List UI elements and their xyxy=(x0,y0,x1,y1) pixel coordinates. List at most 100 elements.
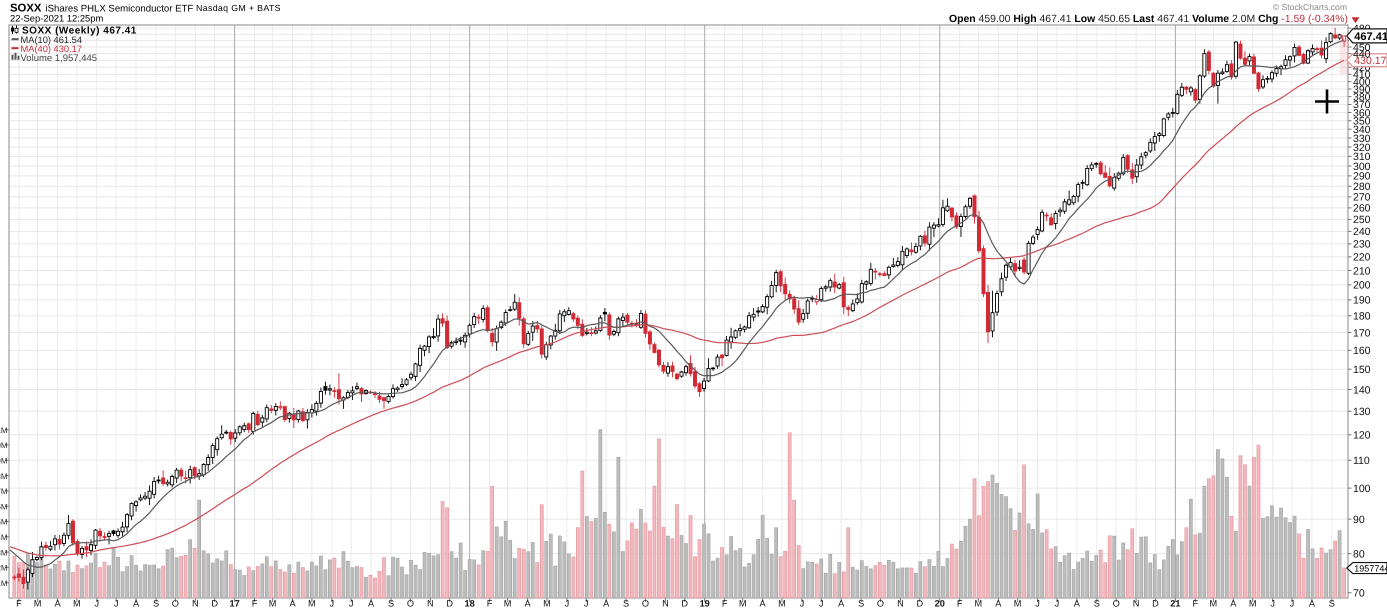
svg-text:A: A xyxy=(1309,599,1316,608)
svg-text:4M: 4M xyxy=(0,533,8,542)
svg-text:1957744: 1957744 xyxy=(1354,563,1387,573)
svg-text:250: 250 xyxy=(1353,214,1371,226)
svg-text:S: S xyxy=(388,599,394,608)
svg-text:3M: 3M xyxy=(0,548,8,557)
svg-text:200: 200 xyxy=(1353,280,1371,292)
svg-text:F: F xyxy=(252,599,258,608)
svg-text:F: F xyxy=(722,599,728,608)
svg-text:O: O xyxy=(407,599,414,608)
svg-text:D: D xyxy=(916,599,923,608)
svg-text:M: M xyxy=(34,599,42,608)
svg-text:280: 280 xyxy=(1353,181,1371,193)
svg-text:S: S xyxy=(153,599,159,608)
svg-text:J: J xyxy=(95,599,100,608)
svg-text:O: O xyxy=(877,599,884,608)
svg-text:D: D xyxy=(681,599,688,608)
svg-text:M: M xyxy=(778,599,786,608)
svg-text:390: 390 xyxy=(1353,84,1371,96)
svg-text:270: 270 xyxy=(1353,192,1371,204)
svg-text:410: 410 xyxy=(1353,69,1371,81)
svg-text:A: A xyxy=(760,599,767,608)
svg-text:A: A xyxy=(289,599,296,608)
svg-text:M: M xyxy=(1014,599,1022,608)
svg-text:M: M xyxy=(739,599,747,608)
svg-text:310: 310 xyxy=(1353,151,1371,163)
svg-text:1M: 1M xyxy=(0,579,8,588)
svg-text:140: 140 xyxy=(1353,384,1371,396)
svg-text:J: J xyxy=(349,599,354,608)
svg-text:A: A xyxy=(368,599,375,608)
svg-text:A: A xyxy=(995,599,1002,608)
svg-text:300: 300 xyxy=(1353,161,1371,173)
svg-text:400: 400 xyxy=(1353,76,1371,88)
svg-text:M: M xyxy=(1249,599,1257,608)
svg-text:18: 18 xyxy=(465,599,475,608)
svg-text:110: 110 xyxy=(1353,455,1370,467)
svg-text:190: 190 xyxy=(1353,295,1371,307)
svg-text:130: 130 xyxy=(1353,406,1371,418)
svg-text:9M: 9M xyxy=(0,457,8,466)
svg-text:350: 350 xyxy=(1353,116,1371,128)
svg-text:A: A xyxy=(838,599,845,608)
svg-text:N: N xyxy=(192,599,199,608)
svg-text:90: 90 xyxy=(1353,514,1365,526)
svg-text:J: J xyxy=(819,599,824,608)
svg-text:O: O xyxy=(172,599,179,608)
svg-text:S: S xyxy=(623,599,629,608)
svg-text:A: A xyxy=(525,599,532,608)
svg-text:J: J xyxy=(584,599,589,608)
svg-text:A: A xyxy=(1230,599,1237,608)
svg-text:F: F xyxy=(16,599,22,608)
svg-text:M: M xyxy=(308,599,316,608)
svg-text:6M: 6M xyxy=(0,502,8,511)
svg-text:J: J xyxy=(1290,599,1295,608)
svg-text:S: S xyxy=(1329,599,1335,608)
svg-text:D: D xyxy=(446,599,453,608)
svg-text:J: J xyxy=(1055,599,1060,608)
svg-text:360: 360 xyxy=(1353,107,1371,119)
svg-text:2M: 2M xyxy=(0,564,8,573)
svg-text:20: 20 xyxy=(935,599,945,608)
svg-text:430.17: 430.17 xyxy=(1354,55,1386,67)
svg-text:240: 240 xyxy=(1353,226,1371,238)
svg-text:80: 80 xyxy=(1353,548,1365,560)
svg-text:260: 260 xyxy=(1353,203,1371,215)
svg-text:M: M xyxy=(504,599,512,608)
svg-text:290: 290 xyxy=(1353,171,1371,183)
svg-text:19: 19 xyxy=(700,599,710,608)
svg-text:380: 380 xyxy=(1353,91,1371,103)
svg-text:22-Sep-2021 12:25pm: 22-Sep-2021 12:25pm xyxy=(10,13,103,24)
svg-text:© StockCharts.com: © StockCharts.com xyxy=(1273,2,1347,12)
svg-text:330: 330 xyxy=(1353,133,1371,145)
svg-text:O: O xyxy=(1113,599,1120,608)
svg-text:320: 320 xyxy=(1353,142,1371,154)
svg-text:N: N xyxy=(897,599,904,608)
svg-text:A: A xyxy=(133,599,140,608)
svg-text:MA(10) 461.54: MA(10) 461.54 xyxy=(21,35,83,45)
svg-text:D: D xyxy=(1152,599,1159,608)
svg-text:M: M xyxy=(975,599,983,608)
svg-text:467.41: 467.41 xyxy=(1354,31,1387,43)
svg-text:N: N xyxy=(1133,599,1140,608)
svg-text:A: A xyxy=(54,599,61,608)
svg-text:370: 370 xyxy=(1353,99,1371,111)
svg-text:MA(40) 430.17: MA(40) 430.17 xyxy=(21,44,83,54)
svg-text:F: F xyxy=(957,599,963,608)
svg-text:S: S xyxy=(858,599,864,608)
svg-text:D: D xyxy=(211,599,218,608)
svg-text:J: J xyxy=(1035,599,1040,608)
svg-text:O: O xyxy=(642,599,649,608)
svg-text:J: J xyxy=(330,599,335,608)
svg-text:M: M xyxy=(73,599,81,608)
svg-text:8M: 8M xyxy=(0,472,8,481)
svg-text:F: F xyxy=(1193,599,1199,608)
svg-text:N: N xyxy=(662,599,669,608)
svg-text:120: 120 xyxy=(1353,430,1371,442)
svg-text:150: 150 xyxy=(1353,364,1371,376)
svg-text:340: 340 xyxy=(1353,124,1371,136)
svg-text:M: M xyxy=(543,599,551,608)
svg-text:100: 100 xyxy=(1353,483,1371,495)
svg-text:180: 180 xyxy=(1353,311,1371,323)
svg-text:SOXX (Weekly) 467.41: SOXX (Weekly) 467.41 xyxy=(22,26,137,37)
svg-text:S: S xyxy=(1094,599,1100,608)
